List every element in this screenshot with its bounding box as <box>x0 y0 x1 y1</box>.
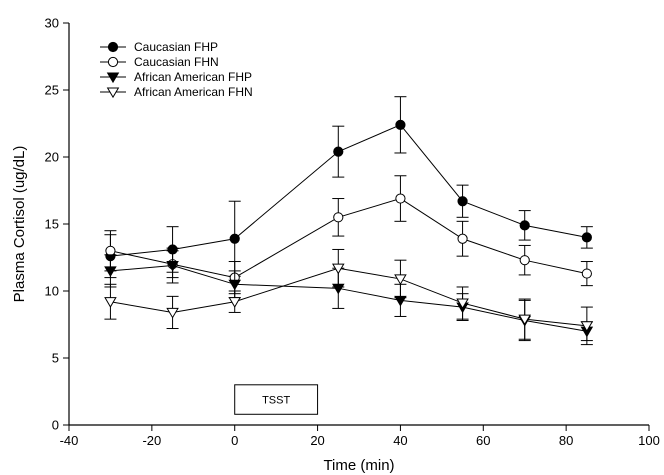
y-tick-label: 10 <box>45 284 59 299</box>
y-axis-title: Plasma Cortisol (ug/dL) <box>11 146 28 303</box>
tsst-label: TSST <box>262 395 290 407</box>
series-group <box>104 96 594 346</box>
y-tick-label: 25 <box>45 83 59 98</box>
data-point <box>581 232 592 243</box>
data-point <box>395 193 406 204</box>
data-point <box>332 263 345 275</box>
legend-marker <box>107 41 119 53</box>
series-2 <box>104 247 594 342</box>
data-point <box>333 212 344 223</box>
legend-label: Caucasian FHN <box>134 55 219 69</box>
data-point <box>166 307 179 319</box>
data-point <box>333 146 344 157</box>
data-point <box>456 298 469 310</box>
x-axis-title: Time (min) <box>323 457 394 474</box>
data-point <box>104 297 117 308</box>
y-tick-label: 15 <box>45 217 59 232</box>
legend-item-3: African American FHN <box>100 85 253 99</box>
data-point <box>228 297 241 308</box>
y-tick-label: 0 <box>52 418 59 433</box>
x-tick-label: -20 <box>142 433 161 448</box>
data-point <box>518 314 531 326</box>
x-tick-label: 0 <box>231 433 238 448</box>
data-point <box>457 233 468 244</box>
series-3 <box>104 248 594 346</box>
legend-item-1: Caucasian FHN <box>100 55 219 69</box>
legend-label: African American FHN <box>134 85 253 99</box>
data-point <box>519 255 530 266</box>
series-1 <box>104 175 593 295</box>
x-tick-label: 100 <box>638 433 660 448</box>
legend-marker <box>107 56 119 68</box>
y-tick-label: 5 <box>52 351 59 366</box>
legend-marker <box>106 87 120 99</box>
data-point <box>519 220 530 231</box>
series-line <box>110 267 587 327</box>
legend-item-2: African American FHP <box>100 70 252 84</box>
x-tick-label: -40 <box>60 433 79 448</box>
x-tick-label: 40 <box>393 433 407 448</box>
data-point <box>581 268 592 279</box>
data-point <box>229 233 240 244</box>
data-point <box>228 279 241 291</box>
x-tick-label: 60 <box>476 433 490 448</box>
x-tick-label: 20 <box>310 433 324 448</box>
data-point <box>394 274 407 286</box>
data-point <box>166 260 179 272</box>
tsst-box <box>234 384 319 415</box>
y-tick-label: 30 <box>45 16 59 31</box>
series-line <box>110 265 587 332</box>
legend-item-0: Caucasian FHP <box>100 40 218 54</box>
series-line <box>110 124 587 257</box>
legend-label: Caucasian FHP <box>134 40 218 54</box>
data-point <box>457 196 468 207</box>
data-point <box>580 321 594 332</box>
axes: -40 -20 0 20 40 60 80 100 0 5 10 15 20 25 30 Time (min)… <box>11 16 660 475</box>
data-point <box>105 245 116 256</box>
series-line <box>110 197 587 279</box>
data-point <box>104 266 117 278</box>
y-tick-label: 20 <box>45 150 59 165</box>
x-tick-label: 80 <box>559 433 573 448</box>
data-point <box>395 119 406 130</box>
legend-marker <box>106 72 120 84</box>
annotations: TSST <box>234 384 319 415</box>
legend-label: African American FHP <box>134 70 252 84</box>
